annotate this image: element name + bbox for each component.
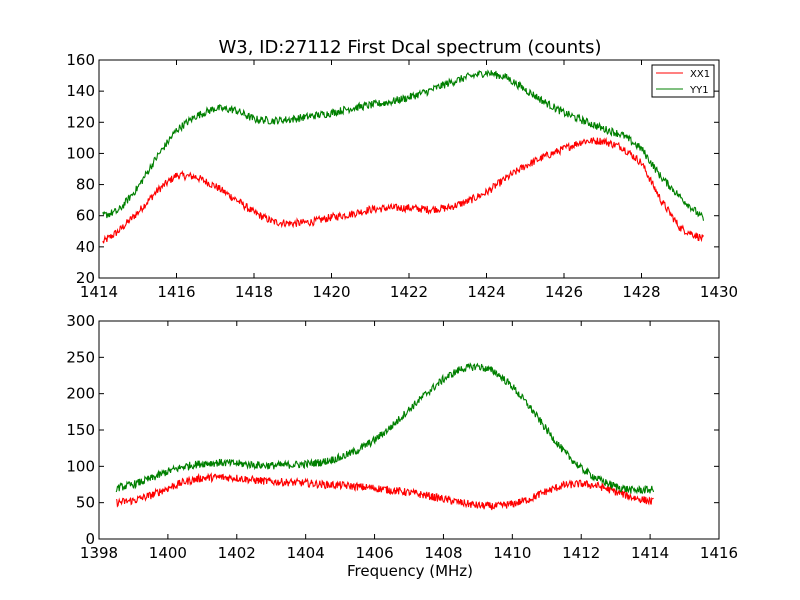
bottom-y-tick-label: 50 [76,494,95,512]
bottom-x-tick-label: 1416 [700,544,738,562]
bottom-ticks: 1398 1400 1402 1404 1406 1408 1410 1412 1414 1416… [66,312,738,562]
top-y-tick-label: 40 [76,238,95,256]
top-x-tick-label: 1426 [545,283,583,301]
legend: XX1 YY1 [651,64,715,98]
top-line-xx1 [102,136,704,244]
bottom-y-tick-label: 300 [66,312,95,330]
bottom-y-tick-label: 0 [85,530,95,548]
bottom-x-tick-label: 1402 [218,544,256,562]
bottom-plot-lines [115,362,655,511]
top-x-tick-label: 1420 [312,283,350,301]
bottom-y-tick-label: 150 [66,421,95,439]
top-x-tick-label: 1424 [467,283,505,301]
legend-label-xx1: XX1 [690,69,710,80]
top-y-tick-label: 120 [66,113,95,131]
bottom-y-tick-label: 200 [66,385,95,403]
bottom-x-tick-label: 1406 [355,544,393,562]
top-y-tick-label: 140 [66,82,95,100]
bottom-y-tick-label: 250 [66,348,95,366]
top-y-tick-label: 100 [66,144,95,162]
top-x-tick-label: 1416 [157,283,195,301]
bottom-spectrum-panel: 1398 1400 1402 1404 1406 1408 1410 1412 1414 1416… [66,312,738,562]
bottom-x-tick-label: 1410 [493,544,531,562]
top-line-yy1 [102,69,705,221]
top-y-tick-label: 160 [66,51,95,69]
bottom-line-series-2 [115,362,655,495]
legend-box [651,64,715,98]
top-ticks: 1414 1416 1418 1420 1422 1424 1426 1428 1430 20 40… [66,51,738,301]
top-x-tick-label: 1422 [390,283,428,301]
bottom-x-tick-label: 1398 [80,544,118,562]
top-y-tick-label: 80 [76,176,95,194]
bottom-x-tick-label: 1404 [287,544,325,562]
legend-label-yy1: YY1 [689,85,709,96]
top-spectrum-panel: 1414 1416 1418 1420 1422 1424 1426 1428 1430 20 40… [66,51,738,301]
bottom-x-tick-label: 1400 [149,544,187,562]
bottom-x-tick-label: 1412 [562,544,600,562]
chart-title: W3, ID:27112 First Dcal spectrum (counts… [218,37,601,58]
top-x-tick-label: 1428 [622,283,660,301]
top-y-tick-label: 20 [76,269,95,287]
top-x-tick-label: 1418 [235,283,273,301]
top-x-tick-label: 1414 [80,283,118,301]
x-axis-label: Frequency (MHz) [347,562,473,580]
top-plot-lines [102,69,705,244]
bottom-line-series-1 [115,472,654,511]
bottom-y-tick-label: 100 [66,457,95,475]
bottom-x-tick-label: 1414 [631,544,669,562]
top-x-tick-label: 1430 [700,283,738,301]
top-y-tick-label: 60 [76,207,95,225]
bottom-x-tick-label: 1408 [424,544,462,562]
